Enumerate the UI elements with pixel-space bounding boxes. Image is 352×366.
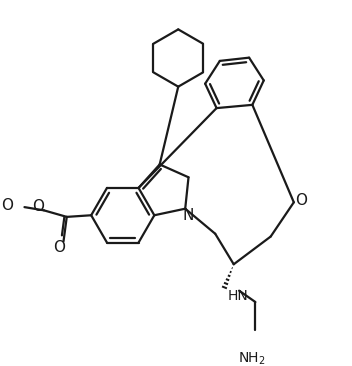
- Text: O: O: [295, 193, 307, 208]
- Text: NH$_2$: NH$_2$: [238, 351, 266, 366]
- Text: N: N: [182, 208, 194, 223]
- Text: O: O: [32, 199, 44, 214]
- Text: O: O: [54, 240, 65, 255]
- Text: HN: HN: [228, 288, 249, 303]
- Text: O: O: [1, 198, 13, 213]
